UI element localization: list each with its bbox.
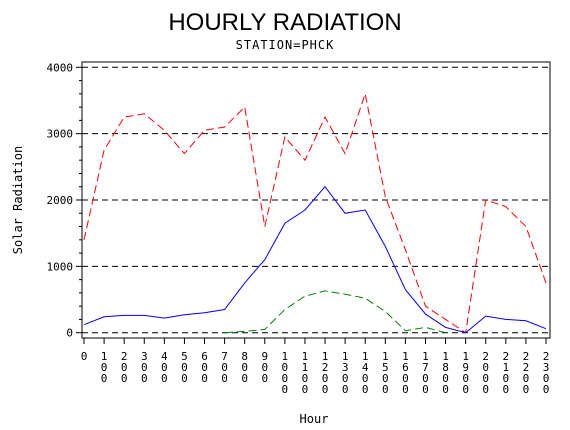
x-axis: 0 1 0 0 2 0 0 3 0 0 4 0 0 5 0 0 6 0 0 7 0 0 8 0 0 9 0 0 1 0 0 0 1 1 0 0 1 2 0 0… xyxy=(81,338,550,396)
x-tick-label: 0 xyxy=(81,350,88,363)
y-axis: 0 1000 2000 3000 4000 xyxy=(47,61,82,340)
y-tick-label: 3000 xyxy=(47,128,74,141)
y-tick-label: 0 xyxy=(66,327,73,340)
chart-title: HOURLY RADIATION xyxy=(168,9,401,36)
y-tick-label: 4000 xyxy=(47,61,74,74)
y-tick-label: 1000 xyxy=(47,260,74,273)
gridlines xyxy=(82,66,550,334)
series-lines xyxy=(83,91,547,334)
x-axis-label: Hour xyxy=(300,412,329,426)
y-axis-label: Solar Radiation xyxy=(11,146,25,254)
series-1-line xyxy=(83,91,547,334)
y-tick-label: 2000 xyxy=(47,194,74,207)
chart-subtitle: STATION=PHCK xyxy=(236,38,335,52)
series-3-line xyxy=(224,290,446,334)
series-2-line xyxy=(83,185,547,334)
